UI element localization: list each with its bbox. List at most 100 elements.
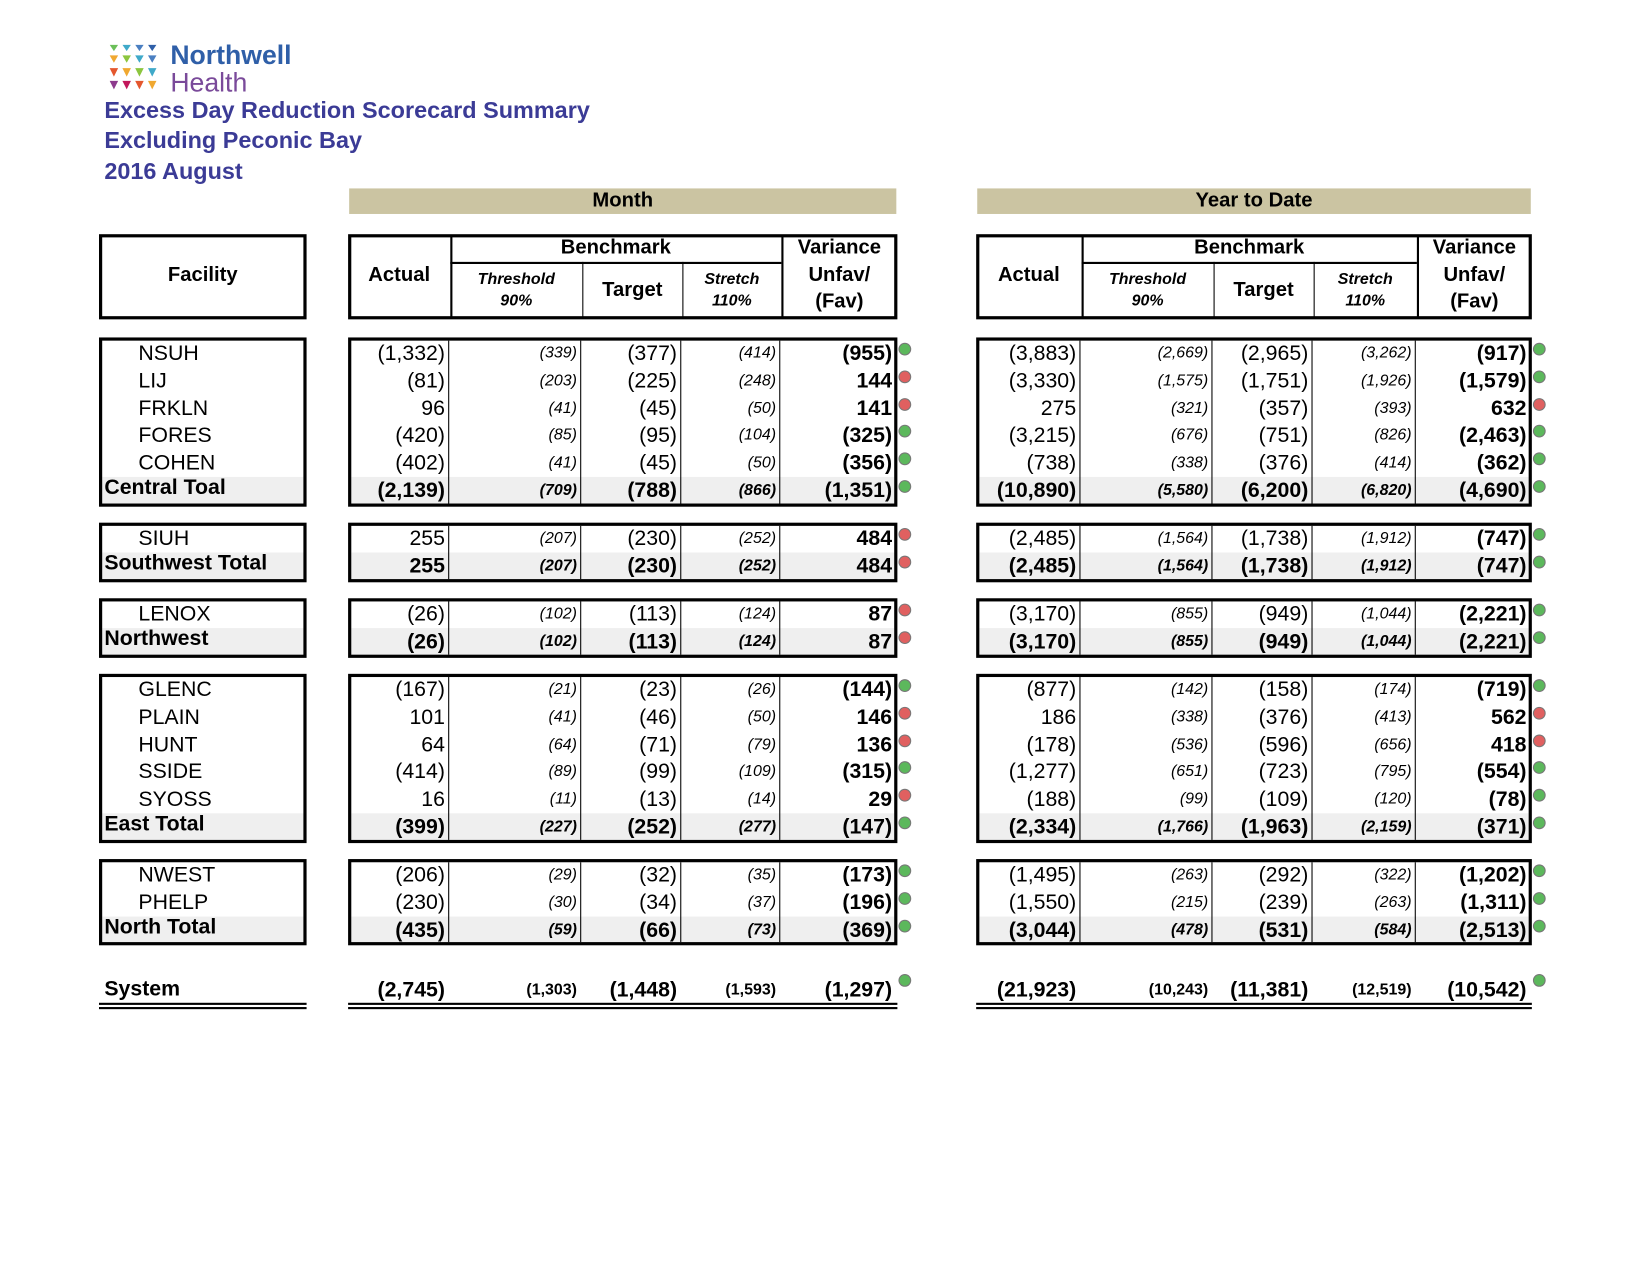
rule xyxy=(976,1007,1532,1010)
value-cell: 64 xyxy=(421,733,445,757)
status-dot xyxy=(1532,864,1546,878)
value-cell: (26) xyxy=(747,680,777,699)
value-cell: (4,690) xyxy=(1459,479,1527,503)
rule xyxy=(1211,525,1213,579)
value-cell: (339) xyxy=(539,343,577,362)
value-cell: (676) xyxy=(1170,426,1209,445)
group-box xyxy=(99,598,307,658)
value-cell: (188) xyxy=(1026,787,1077,812)
status-dot xyxy=(898,480,912,493)
value-cell: (2,463) xyxy=(1459,424,1527,448)
value-cell: (866) xyxy=(738,481,777,500)
value-cell: (277) xyxy=(738,817,777,836)
rule xyxy=(1213,261,1215,319)
value-cell: (6,200) xyxy=(1240,479,1309,503)
value-cell: (3,044) xyxy=(1008,918,1077,942)
value-cell: (2,139) xyxy=(377,479,445,503)
value-cell: 418 xyxy=(1490,733,1527,757)
column-header: Unfav/ xyxy=(1443,263,1506,286)
value-cell: (46) xyxy=(639,705,678,729)
value-cell: (420) xyxy=(395,424,445,448)
value-cell: (225) xyxy=(627,369,678,393)
group-box xyxy=(348,598,898,658)
column-header: Stretch xyxy=(1337,270,1393,289)
value-cell: (1,751) xyxy=(1240,369,1309,393)
rule xyxy=(1416,235,1420,319)
status-dot xyxy=(898,370,912,384)
rule xyxy=(348,1002,898,1005)
value-cell: (536) xyxy=(1170,735,1209,754)
value-cell: (1,912) xyxy=(1360,556,1412,575)
rule xyxy=(99,1002,307,1005)
value-cell: (30) xyxy=(548,892,577,912)
value-cell: (369) xyxy=(842,918,893,942)
status-dot xyxy=(898,706,912,720)
status-dot xyxy=(1532,631,1546,644)
value-cell: (230) xyxy=(395,890,445,915)
total-band xyxy=(102,552,304,580)
total-band xyxy=(351,627,895,656)
group-box xyxy=(976,337,1532,507)
status-dot xyxy=(1532,603,1546,617)
value-cell: (59) xyxy=(548,920,577,939)
value-cell: (230) xyxy=(627,554,678,578)
value-cell: (263) xyxy=(1170,865,1209,884)
value-cell: (322) xyxy=(1374,865,1412,884)
value-cell: (12,519) xyxy=(1352,980,1412,999)
value-cell: (41) xyxy=(548,453,577,472)
status-dot xyxy=(1532,919,1546,933)
value-cell: (376) xyxy=(1258,451,1309,475)
facility-name: HUNT xyxy=(138,733,198,757)
rule xyxy=(580,525,582,579)
section-header: Year to Date xyxy=(977,188,1531,214)
value-cell: (120) xyxy=(1374,790,1412,809)
group-box xyxy=(976,522,1532,582)
facility-name: PHELP xyxy=(138,890,209,915)
rule xyxy=(1211,601,1213,655)
value-cell: (35) xyxy=(747,865,777,884)
value-cell: (239) xyxy=(1258,890,1309,915)
status-dot xyxy=(1532,761,1546,775)
value-cell: 141 xyxy=(856,396,893,421)
rule xyxy=(1079,862,1081,943)
value-cell: (2,221) xyxy=(1459,629,1527,654)
value-cell: (955) xyxy=(842,341,893,366)
value-cell: (414) xyxy=(1374,453,1412,472)
total-band xyxy=(351,916,895,944)
value-cell: (414) xyxy=(395,760,445,784)
status-dot xyxy=(1532,528,1546,541)
value-cell: (402) xyxy=(395,451,445,475)
value-cell: (252) xyxy=(738,556,777,575)
value-cell: (21,923) xyxy=(996,978,1077,1002)
value-cell: (174) xyxy=(1374,680,1412,699)
column-header: 110% xyxy=(1345,291,1386,310)
column-header: 90% xyxy=(500,291,533,310)
value-cell: (109) xyxy=(738,762,777,781)
header-box xyxy=(976,234,1532,320)
column-header: Actual xyxy=(997,264,1060,287)
value-cell: (21) xyxy=(548,680,577,699)
header-box xyxy=(99,234,307,320)
rule xyxy=(1311,601,1313,655)
total-band xyxy=(979,552,1529,580)
value-cell: (3,215) xyxy=(1008,424,1077,448)
value-cell: (78) xyxy=(1488,787,1527,812)
rule xyxy=(680,525,682,579)
value-cell: (50) xyxy=(747,453,777,472)
rule xyxy=(1414,677,1416,840)
value-cell: (5,580) xyxy=(1157,481,1209,500)
group-box xyxy=(976,598,1532,658)
group-box xyxy=(348,673,898,843)
value-cell: (747) xyxy=(1476,526,1527,551)
value-cell: (747) xyxy=(1476,554,1527,578)
status-dot xyxy=(898,452,912,466)
column-header: Benchmark xyxy=(560,236,671,259)
group-box xyxy=(99,859,307,946)
title: Excluding Peconic Bay xyxy=(104,126,363,154)
value-cell: (554) xyxy=(1476,760,1527,784)
rule xyxy=(1311,525,1313,579)
group-box xyxy=(976,673,1532,843)
value-cell: (73) xyxy=(747,920,777,939)
value-cell: (147) xyxy=(842,815,893,839)
column-header: Target xyxy=(1233,278,1294,302)
